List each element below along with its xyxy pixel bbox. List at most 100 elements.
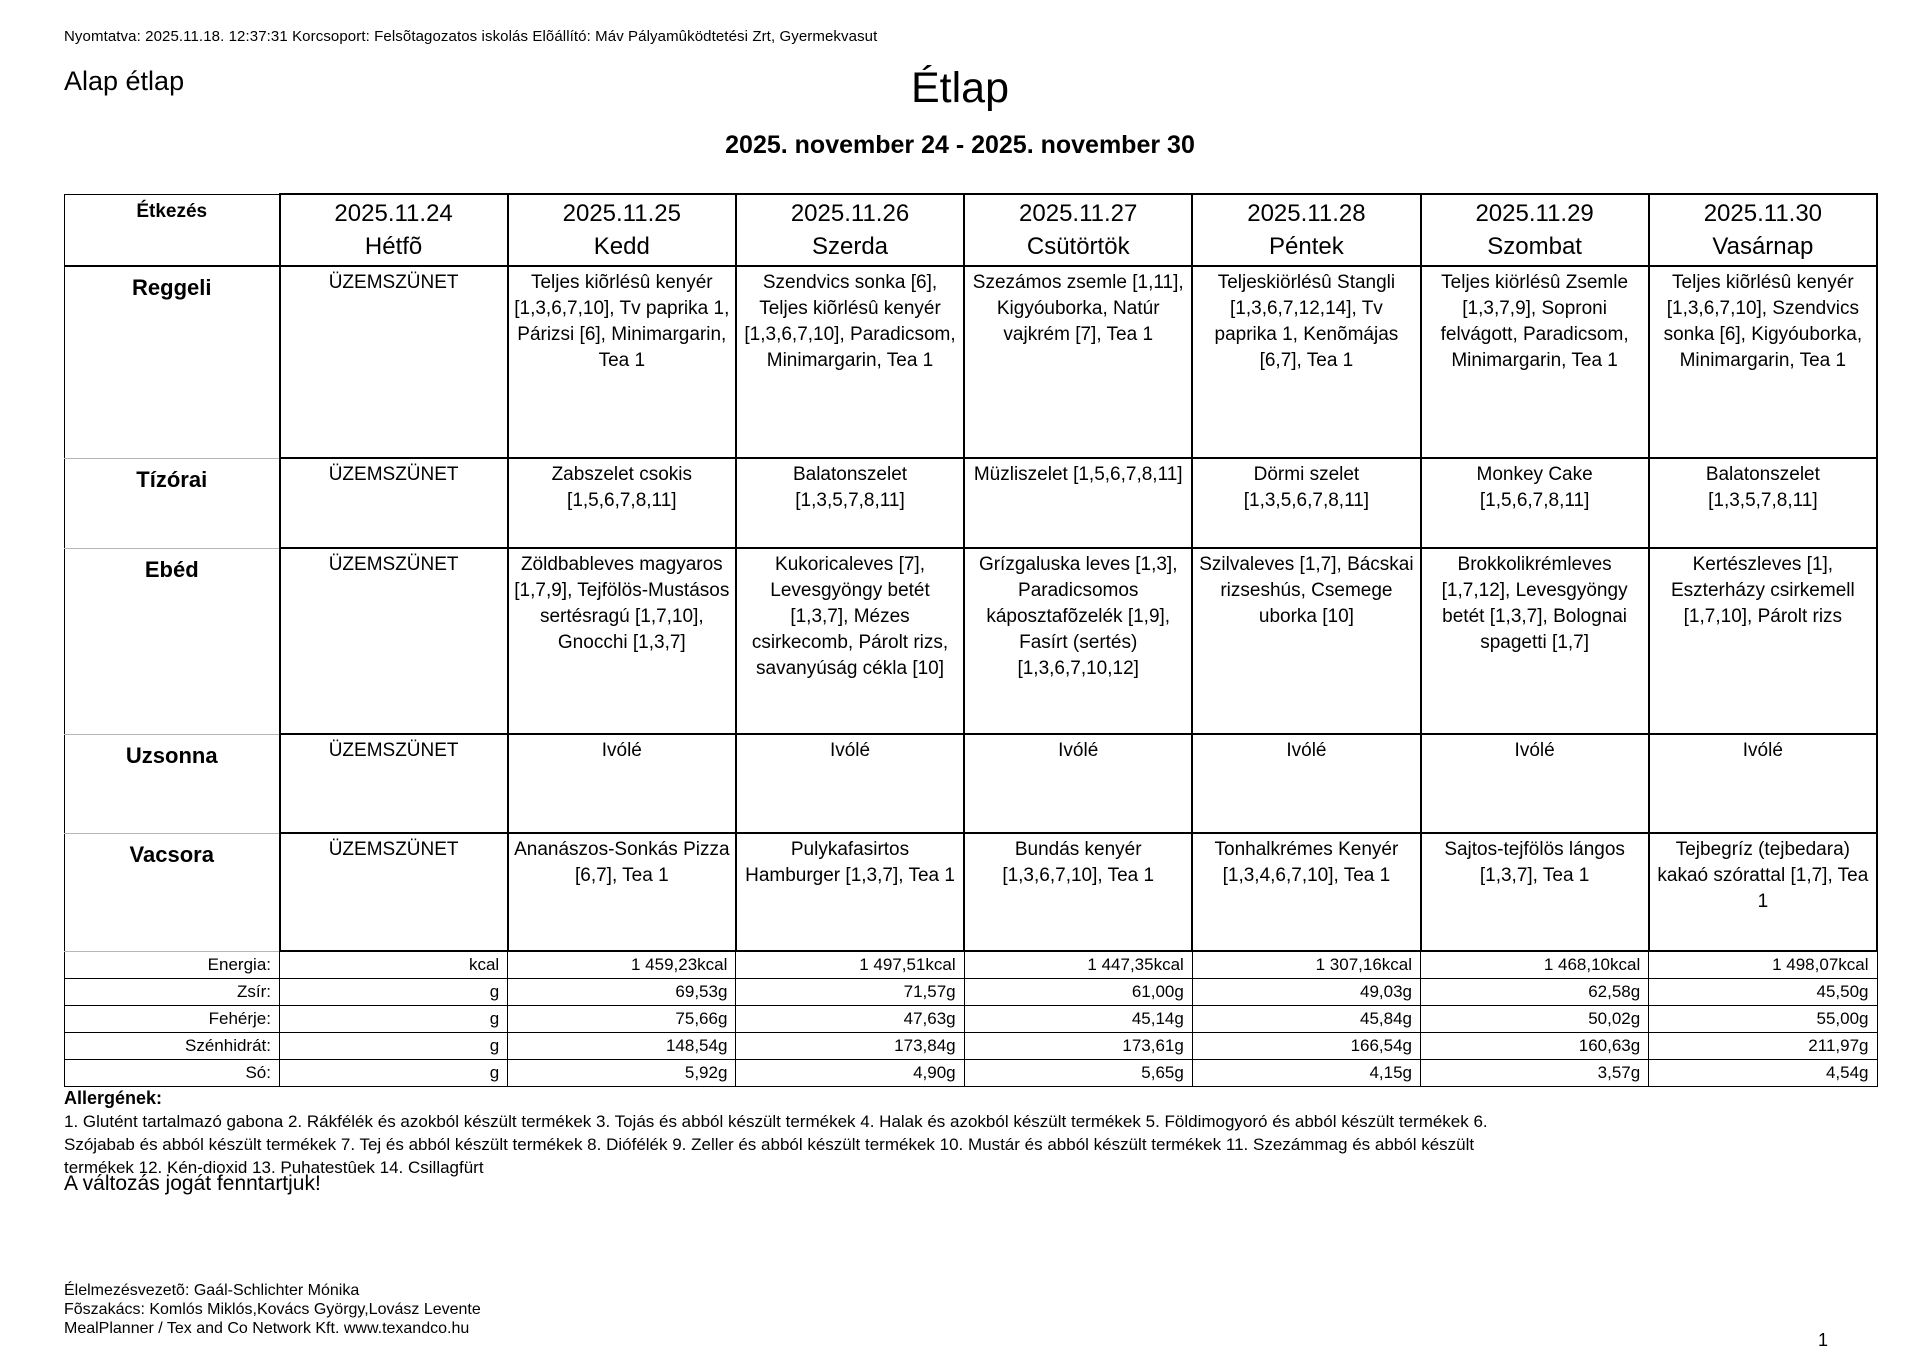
column-header-sunday: 2025.11.30 Vasárnap [1647, 193, 1879, 267]
nutrition-value: 1 307,16kcal [1191, 950, 1422, 979]
nutrition-value: 1 468,10kcal [1420, 950, 1650, 979]
nutrition-row-salt: Só: g 5,92g 4,90g 5,65g 4,15g 3,57g 4,54… [64, 1058, 1878, 1087]
day-name: Szerda [811, 233, 889, 260]
column-header-saturday: 2025.11.29 Szombat [1419, 193, 1650, 267]
menu-cell: Kukoricaleves [7], Levesgyöngy betét [1,… [734, 547, 966, 735]
meal-row-afternoon-snack: Uzsonna ÜZEMSZÜNET Ivólé Ivólé Ivólé Ivó… [64, 733, 1879, 834]
meal-row-morning-snack: Tízórai ÜZEMSZÜNET Zabszelet csokis [1,5… [64, 457, 1879, 549]
menu-cell: Ivólé [1191, 733, 1422, 834]
nutrition-label: Zsír: [64, 977, 280, 1006]
table-header-row: Étkezés 2025.11.24 Hétfõ 2025.11.25 Kedd… [64, 193, 1879, 267]
footer-catering-manager: Élelmezésvezetõ: Gaál-Schlichter Mónika [64, 1282, 360, 1299]
meal-label: Vacsora [64, 832, 281, 952]
column-header-tuesday: 2025.11.25 Kedd [506, 193, 737, 267]
meal-row-breakfast: Reggeli ÜZEMSZÜNET Teljes kiõrlésû kenyé… [64, 265, 1879, 459]
menu-cell: Zöldbableves magyaros [1,7,9], Tejfölös-… [506, 547, 737, 735]
nutrition-unit: kcal [278, 950, 509, 979]
menu-cell: ÜZEMSZÜNET [278, 265, 509, 459]
menu-cell: Balatonszelet [1,3,5,7,8,11] [1647, 457, 1879, 549]
menu-cell: Tonhalkrémes Kenyér [1,3,4,6,7,10], Tea … [1191, 832, 1422, 952]
nutrition-value: 160,63g [1420, 1031, 1650, 1060]
column-header-friday: 2025.11.28 Péntek [1191, 193, 1422, 267]
menu-cell: Bundás kenyér [1,3,6,7,10], Tea 1 [963, 832, 1194, 952]
meal-label: Uzsonna [64, 733, 281, 834]
menu-cell: Ananászos-Sonkás Pizza [6,7], Tea 1 [506, 832, 737, 952]
menu-cell: Ivólé [963, 733, 1194, 834]
nutrition-value: 49,03g [1191, 977, 1422, 1006]
menu-cell: Grízgaluska leves [1,3], Paradicsomos ká… [963, 547, 1194, 735]
menu-cell: Teljes kiõrlésû kenyér [1,3,6,7,10], Sze… [1647, 265, 1879, 459]
menu-cell: Brokkolikrémleves [1,7,12], Levesgyöngy … [1419, 547, 1650, 735]
nutrition-value: 45,50g [1648, 977, 1878, 1006]
nutrition-value: 3,57g [1420, 1058, 1650, 1087]
day-date: 2025.11.27 [1019, 200, 1138, 227]
day-date: 2025.11.25 [562, 200, 681, 227]
nutrition-unit: g [278, 1058, 509, 1087]
menu-cell: Ivólé [506, 733, 737, 834]
day-name: Vasárnap [1712, 233, 1814, 260]
menu-cell: Szezámos zsemle [1,11], Kigyóuborka, Nat… [963, 265, 1194, 459]
day-name: Péntek [1269, 233, 1344, 260]
column-header-monday: 2025.11.24 Hétfõ [278, 193, 509, 267]
menu-cell: Teljes kiõrlésû kenyér [1,3,6,7,10], Tv … [506, 265, 737, 459]
column-header-wednesday: 2025.11.26 Szerda [734, 193, 966, 267]
nutrition-value: 5,65g [963, 1058, 1193, 1087]
day-date: 2025.11.26 [790, 200, 910, 227]
menu-cell: Szendvics sonka [6], Teljes kiõrlésû ken… [734, 265, 966, 459]
day-date: 2025.11.24 [334, 200, 453, 227]
day-name: Csütörtök [1026, 233, 1130, 260]
nutrition-value: 62,58g [1420, 977, 1650, 1006]
meal-row-lunch: Ebéd ÜZEMSZÜNET Zöldbableves magyaros [1… [64, 547, 1879, 735]
meal-label: Reggeli [64, 265, 281, 459]
meal-label: Ebéd [64, 547, 281, 735]
nutrition-row-carbohydrate: Szénhidrát: g 148,54g 173,84g 173,61g 16… [64, 1031, 1878, 1060]
nutrition-value: 61,00g [963, 977, 1193, 1006]
menu-cell: Ivólé [734, 733, 966, 834]
menu-cell: Ivólé [1419, 733, 1650, 834]
nutrition-value: 1 497,51kcal [735, 950, 965, 979]
meal-label: Tízórai [64, 457, 281, 549]
column-header-meal: Étkezés [64, 193, 281, 267]
nutrition-value: 5,92g [507, 1058, 737, 1087]
menu-cell: Szilvaleves [1,7], Bácskai rizseshús, Cs… [1191, 547, 1422, 735]
menu-cell: ÜZEMSZÜNET [278, 457, 509, 549]
nutrition-value: 4,54g [1648, 1058, 1878, 1087]
nutrition-value: 1 459,23kcal [507, 950, 737, 979]
allergens-text: 1. Glutént tartalmazó gabona 2. Rákfélék… [64, 1112, 1488, 1177]
day-name: Szombat [1487, 233, 1582, 260]
menu-cell: ÜZEMSZÜNET [278, 733, 509, 834]
document-footer: Élelmezésvezetõ: Gaál-Schlichter Mónika … [64, 1281, 481, 1338]
nutrition-row-fat: Zsír: g 69,53g 71,57g 61,00g 49,03g 62,5… [64, 977, 1878, 1006]
page-number: 1 [1818, 1330, 1829, 1350]
nutrition-value: 1 447,35kcal [963, 950, 1193, 979]
menu-cell: Sajtos-tejfölös lángos [1,3,7], Tea 1 [1419, 832, 1650, 952]
nutrition-label: Fehérje: [64, 1004, 280, 1033]
menu-cell: Balatonszelet [1,3,5,7,8,11] [734, 457, 966, 549]
nutrition-label: Só: [64, 1058, 280, 1087]
nutrition-value: 211,97g [1648, 1031, 1878, 1060]
nutrition-value: 50,02g [1420, 1004, 1650, 1033]
footer-head-chefs: Fõszakács: Komlós Miklós,Kovács György,L… [64, 1301, 481, 1318]
day-date: 2025.11.29 [1475, 200, 1594, 227]
nutrition-value: 45,14g [963, 1004, 1193, 1033]
menu-cell: Pulykafasirtos Hamburger [1,3,7], Tea 1 [734, 832, 966, 952]
menu-table: Étkezés 2025.11.24 Hétfõ 2025.11.25 Kedd… [64, 193, 1879, 1087]
nutrition-value: 173,61g [963, 1031, 1193, 1060]
nutrition-value: 47,63g [735, 1004, 965, 1033]
footer-software-credit: MealPlanner / Tex and Co Network Kft. ww… [64, 1320, 470, 1337]
date-range: 2025. november 24 - 2025. november 30 [725, 131, 1195, 159]
nutrition-row-energy: Energia: kcal 1 459,23kcal 1 497,51kcal … [64, 950, 1878, 979]
menu-cell: Teljeskiörlésû Stangli [1,3,6,7,12,14], … [1191, 265, 1422, 459]
day-date: 2025.11.28 [1247, 200, 1366, 227]
menu-cell: Kertészleves [1], Eszterházy csirkemell … [1647, 547, 1879, 735]
nutrition-label: Szénhidrát: [64, 1031, 280, 1060]
nutrition-value: 1 498,07kcal [1648, 950, 1878, 979]
nutrition-value: 55,00g [1648, 1004, 1878, 1033]
print-info: Nyomtatva: 2025.11.18. 12:37:31 Korcsopo… [64, 28, 878, 45]
nutrition-label: Energia: [64, 950, 280, 979]
nutrition-value: 4,90g [735, 1058, 965, 1087]
nutrition-value: 4,15g [1191, 1058, 1422, 1087]
menu-cell: Müzliszelet [1,5,6,7,8,11] [963, 457, 1194, 549]
nutrition-unit: g [278, 1004, 509, 1033]
